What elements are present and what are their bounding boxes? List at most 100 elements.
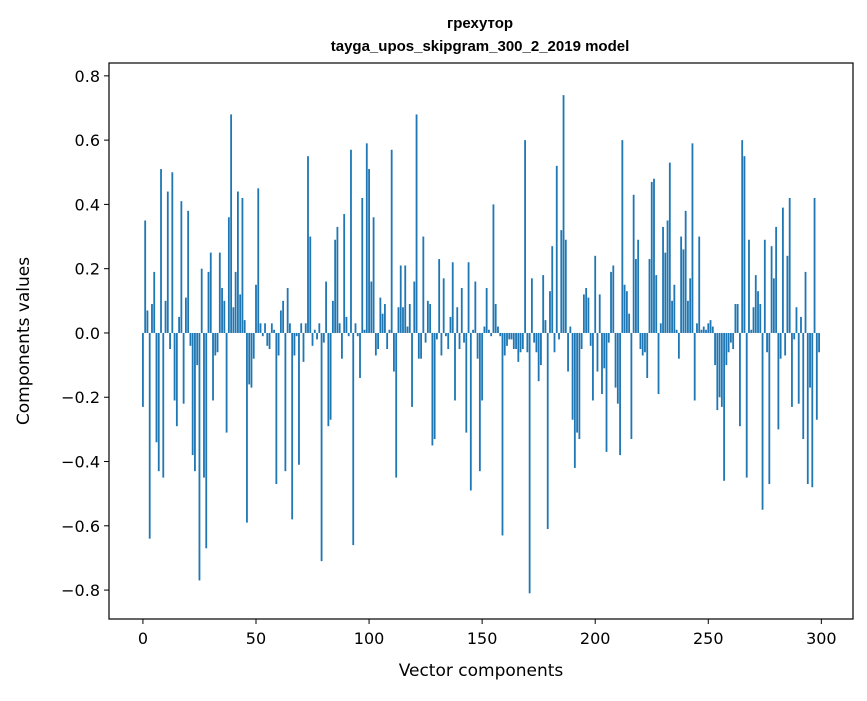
bar-85 — [334, 239, 337, 333]
bar-240 — [684, 210, 687, 333]
bar-271 — [754, 275, 757, 333]
bar-39 — [230, 114, 233, 333]
bar-57 — [270, 323, 273, 333]
bar-10 — [164, 300, 167, 333]
bar-50 — [255, 284, 257, 333]
bar-203 — [601, 332, 603, 395]
bar-168 — [521, 332, 524, 350]
x-tick-label: 150 — [467, 629, 498, 648]
bar-222 — [644, 332, 646, 353]
bar-188 — [567, 332, 569, 372]
bar-169 — [524, 140, 526, 333]
bar-76 — [313, 329, 316, 333]
bar-31 — [212, 332, 214, 401]
bar-24 — [196, 332, 199, 366]
bar-123 — [420, 332, 422, 359]
bar-46 — [246, 332, 248, 523]
bar-30 — [209, 252, 212, 333]
bar-81 — [325, 281, 327, 333]
bar-181 — [551, 246, 554, 333]
bar-170 — [526, 332, 529, 353]
bar-171 — [528, 332, 531, 594]
bar-103 — [374, 332, 377, 356]
bar-206 — [607, 332, 610, 343]
bar-162 — [508, 332, 511, 340]
bar-153 — [488, 329, 490, 333]
bar-158 — [499, 332, 502, 337]
bar-32 — [214, 332, 217, 356]
bar-92 — [350, 149, 352, 333]
bar-163 — [510, 332, 513, 340]
bar-238 — [680, 236, 683, 333]
bar-233 — [668, 162, 671, 333]
bar-89 — [343, 214, 346, 333]
bar-132 — [440, 332, 443, 356]
bar-41 — [234, 271, 237, 333]
bar-196 — [585, 287, 588, 333]
bar-52 — [259, 323, 262, 333]
bar-54 — [264, 323, 266, 333]
bar-244 — [693, 332, 696, 401]
bar-114 — [399, 265, 402, 333]
bar-164 — [512, 332, 515, 350]
bar-165 — [515, 332, 517, 350]
bar-290 — [797, 332, 800, 404]
bar-251 — [709, 320, 712, 333]
bar-5 — [153, 271, 156, 333]
bar-98 — [363, 329, 366, 333]
bar-278 — [770, 246, 773, 333]
bar-127 — [429, 304, 432, 333]
bar-117 — [406, 326, 409, 333]
bar-139 — [456, 307, 459, 333]
bar-68 — [295, 332, 298, 337]
y-tick-label: 0.8 — [75, 67, 100, 86]
y-tick-label: −0.8 — [61, 581, 100, 600]
x-axis-label: Vector components — [399, 661, 564, 681]
bar-253 — [714, 332, 716, 366]
bar-275 — [763, 239, 766, 333]
bar-160 — [503, 332, 506, 356]
bar-185 — [560, 230, 563, 333]
bar-248 — [702, 326, 705, 333]
bar-218 — [635, 259, 637, 333]
bar-45 — [243, 320, 246, 333]
bar-151 — [483, 326, 486, 333]
bar-221 — [641, 332, 644, 356]
bar-8 — [160, 169, 162, 333]
bar-44 — [241, 197, 244, 333]
bar-242 — [689, 278, 692, 333]
bar-289 — [795, 307, 798, 333]
bar-97 — [361, 197, 364, 333]
bar-294 — [806, 332, 809, 485]
bar-36 — [223, 300, 226, 333]
y-tick-label: 0.4 — [75, 195, 100, 214]
y-tick-label: 0.0 — [75, 324, 100, 343]
bar-231 — [664, 252, 667, 333]
bar-226 — [653, 178, 655, 333]
bar-18 — [182, 332, 185, 404]
bar-212 — [621, 140, 624, 333]
bar-155 — [492, 204, 495, 333]
bar-230 — [662, 226, 664, 333]
x-tick-label: 100 — [354, 629, 385, 648]
bar-16 — [178, 316, 181, 333]
bar-274 — [761, 332, 764, 510]
bar-48 — [250, 332, 253, 388]
bar-28 — [205, 332, 208, 549]
bar-263 — [736, 304, 739, 333]
bar-266 — [743, 156, 746, 333]
bar-209 — [614, 332, 617, 388]
bar-56 — [268, 332, 271, 350]
bar-79 — [320, 332, 323, 562]
bar-268 — [748, 239, 750, 333]
bar-19 — [184, 297, 187, 333]
bar-131 — [438, 259, 441, 333]
bar-115 — [402, 307, 404, 333]
y-tick-label: 0.6 — [75, 131, 100, 150]
bar-90 — [345, 316, 348, 333]
bar-292 — [802, 332, 805, 440]
bar-100 — [368, 169, 370, 333]
bar-178 — [544, 320, 547, 333]
bar-288 — [793, 332, 796, 340]
